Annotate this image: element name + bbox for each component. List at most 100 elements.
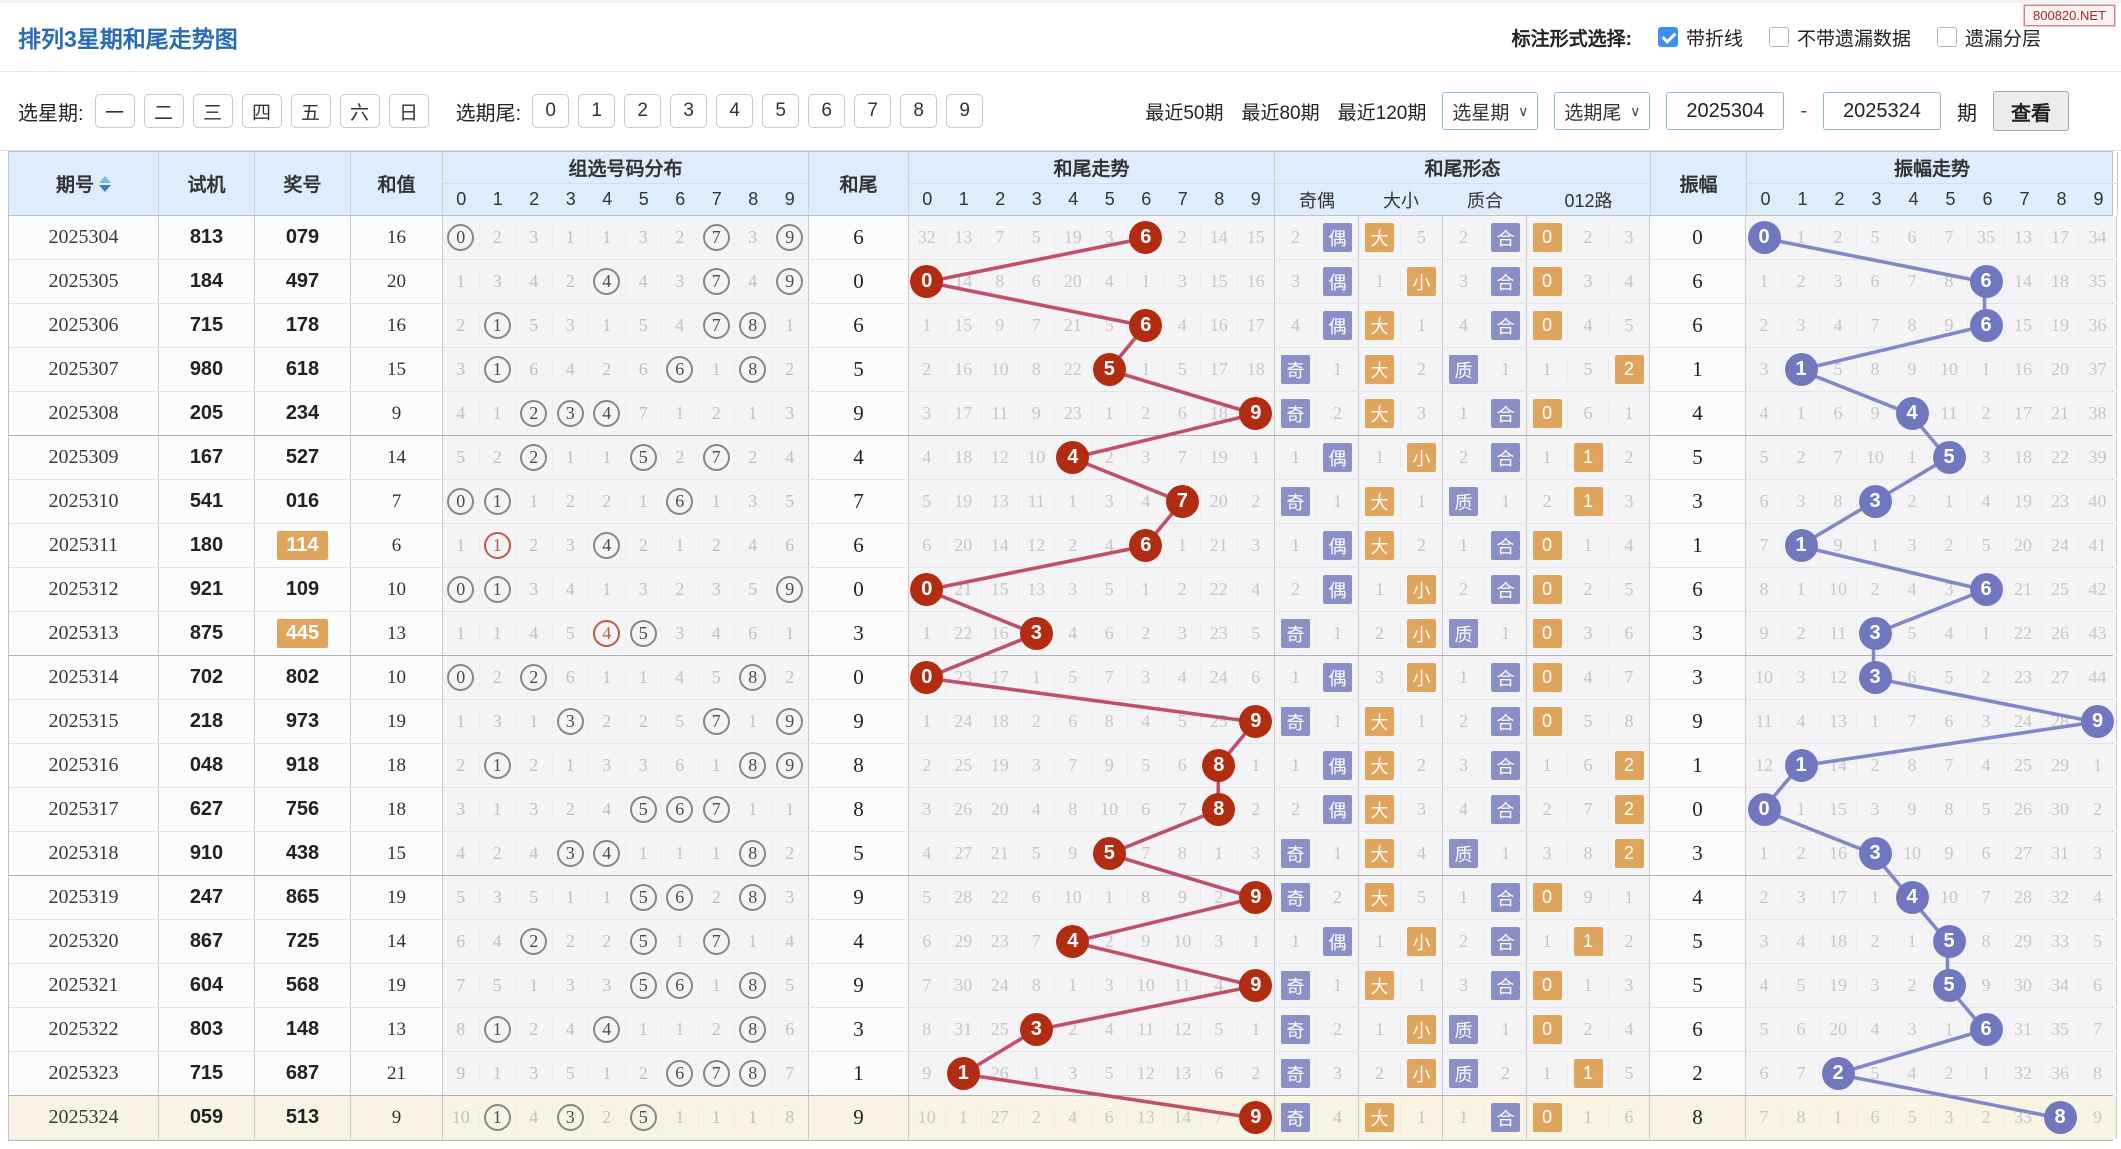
amp-trend-cell: 2	[1857, 931, 1894, 952]
amp-trend-cell: 8	[1820, 491, 1857, 512]
dist-cell: 2	[662, 447, 699, 468]
amplitude-cell: 6	[1650, 1008, 1746, 1051]
week-button[interactable]: 四	[241, 94, 282, 128]
tail-trend-cell: 1	[946, 1057, 982, 1090]
odd-even-slot: 奇	[1275, 839, 1317, 868]
tail-trend-cell: 31	[946, 1019, 982, 1040]
week-select[interactable]: 选星期 ∨	[1442, 92, 1539, 130]
odd-even-slot: 偶	[1317, 267, 1358, 296]
tail-button[interactable]: 7	[854, 94, 892, 128]
dist-cell: 5	[553, 623, 589, 644]
dist-cell: 7	[699, 224, 735, 251]
amp-trend-group: 7 8 1 6 5 3 2 33 8 9	[1746, 1096, 2117, 1139]
week-button[interactable]: 三	[192, 94, 233, 128]
amp-trend-cell: 25	[2005, 755, 2042, 776]
dist-cell: 2	[662, 579, 699, 600]
annotation-option-0[interactable]: 带折线	[1657, 24, 1743, 51]
annotation-option-1[interactable]: 不带遗漏数据	[1768, 24, 1911, 51]
recent-link[interactable]: 最近50期	[1145, 102, 1224, 124]
tail-trend-cell: 2	[1128, 623, 1165, 644]
checkbox-unchecked[interactable]	[1936, 27, 1957, 47]
tail-trend-cell: 4	[1092, 1019, 1128, 1040]
recent-link[interactable]: 最近120期	[1337, 102, 1427, 124]
tail-button[interactable]: 8	[900, 94, 938, 128]
range-from-input[interactable]	[1666, 92, 1785, 130]
dist-cell: 1	[589, 1063, 626, 1084]
tail-trend-cell: 3	[1055, 1063, 1092, 1084]
odd-even-miss: 1	[1333, 491, 1342, 511]
odd-even-miss: 2	[1333, 403, 1342, 423]
amplitude-cell: 3	[1650, 832, 1746, 875]
big-small-slot: 小	[1401, 443, 1442, 472]
amp-trend-cell: 30	[2042, 799, 2079, 820]
header-sub-dist: 2	[529, 189, 540, 209]
amp-trend-cell: 33	[2005, 1107, 2042, 1128]
big-small-miss: 5	[1417, 227, 1426, 247]
tail-button[interactable]: 1	[578, 94, 616, 128]
tail-button[interactable]: 5	[762, 94, 800, 128]
dist-cell: 4	[516, 1107, 553, 1128]
road-012-miss: 3	[1624, 491, 1634, 511]
dist-cell: 1	[785, 799, 795, 819]
tail-value-cell: 4	[809, 920, 909, 963]
road-012-slot: 0	[1527, 619, 1568, 648]
test-number-cell: 180	[159, 524, 255, 567]
week-button[interactable]: 五	[290, 94, 331, 128]
view-button[interactable]: 查看	[1993, 91, 2069, 131]
tail-button[interactable]: 4	[716, 94, 754, 128]
road-012-slot: 1	[1527, 447, 1568, 468]
dist-cell: 2	[785, 359, 795, 379]
dist-cell: 2	[553, 491, 589, 512]
tail-button[interactable]: 6	[808, 94, 846, 128]
tail-button[interactable]: 0	[532, 94, 570, 128]
period-cell: 2025323	[9, 1052, 159, 1095]
road-012-miss: 4	[1624, 535, 1634, 555]
tail-button[interactable]: 2	[624, 94, 662, 128]
dist-hit-ring: 0	[447, 224, 475, 251]
big-small-miss: 2	[1417, 755, 1426, 775]
tail-value-cell: 9	[809, 700, 909, 743]
tail-select[interactable]: 选期尾 ∨	[1554, 92, 1651, 130]
big-small-hit: 大	[1365, 751, 1394, 780]
amp-trend-cell: 3	[1746, 359, 1783, 380]
tail-trend-hit-marker: 5	[1092, 353, 1126, 386]
checkbox-checked[interactable]	[1657, 27, 1678, 47]
dist-cell: 2	[589, 711, 626, 732]
odd-even-slot: 偶	[1317, 751, 1358, 780]
sort-icon[interactable]	[99, 175, 111, 192]
annotation-option-2[interactable]: 遗漏分层	[1936, 24, 2041, 51]
dist-cell: 0	[443, 488, 480, 515]
big-small-slot: 小	[1401, 1059, 1442, 1088]
test-number-cell: 980	[159, 348, 255, 391]
dist-cell: 1	[589, 579, 626, 600]
dist-cell: 1	[662, 843, 699, 864]
dist-cell: 2	[516, 928, 553, 955]
tail-trend-group: 5 19 13 11 1 3 4 7 20 2	[909, 480, 1275, 523]
recent-link[interactable]: 最近80期	[1241, 102, 1320, 124]
range-to-input[interactable]	[1823, 92, 1941, 130]
week-button[interactable]: 二	[143, 94, 184, 128]
dist-cell: 2	[589, 1107, 626, 1128]
dist-cell: 1	[735, 799, 772, 820]
week-button[interactable]: 六	[339, 94, 380, 128]
week-button[interactable]: 日	[388, 94, 429, 128]
tail-trend-cell: 4	[1092, 271, 1128, 292]
road-012-miss: 2	[1583, 227, 1593, 247]
header-sub-tail-trend: 6	[1141, 189, 1152, 209]
checkbox-unchecked[interactable]	[1768, 27, 1789, 47]
week-button[interactable]: 一	[94, 94, 135, 128]
road-012-slot: 2	[1609, 447, 1649, 468]
tail-button[interactable]: 9	[946, 94, 984, 128]
amp-trend-cell: 13	[2005, 227, 2042, 248]
tail-trend-cell: 6	[909, 931, 946, 952]
tail-button[interactable]: 3	[670, 94, 708, 128]
odd-even-hit: 奇	[1281, 839, 1310, 868]
prime-comp-slot: 合	[1485, 223, 1526, 252]
tail-trend-group: 2 16 10 8 22 5 1 5 17 18	[909, 348, 1275, 391]
amplitude-cell: 5	[1650, 920, 1746, 963]
amp-trend-cell: 1	[1783, 353, 1820, 386]
prize-number-cell: 234	[255, 392, 351, 435]
